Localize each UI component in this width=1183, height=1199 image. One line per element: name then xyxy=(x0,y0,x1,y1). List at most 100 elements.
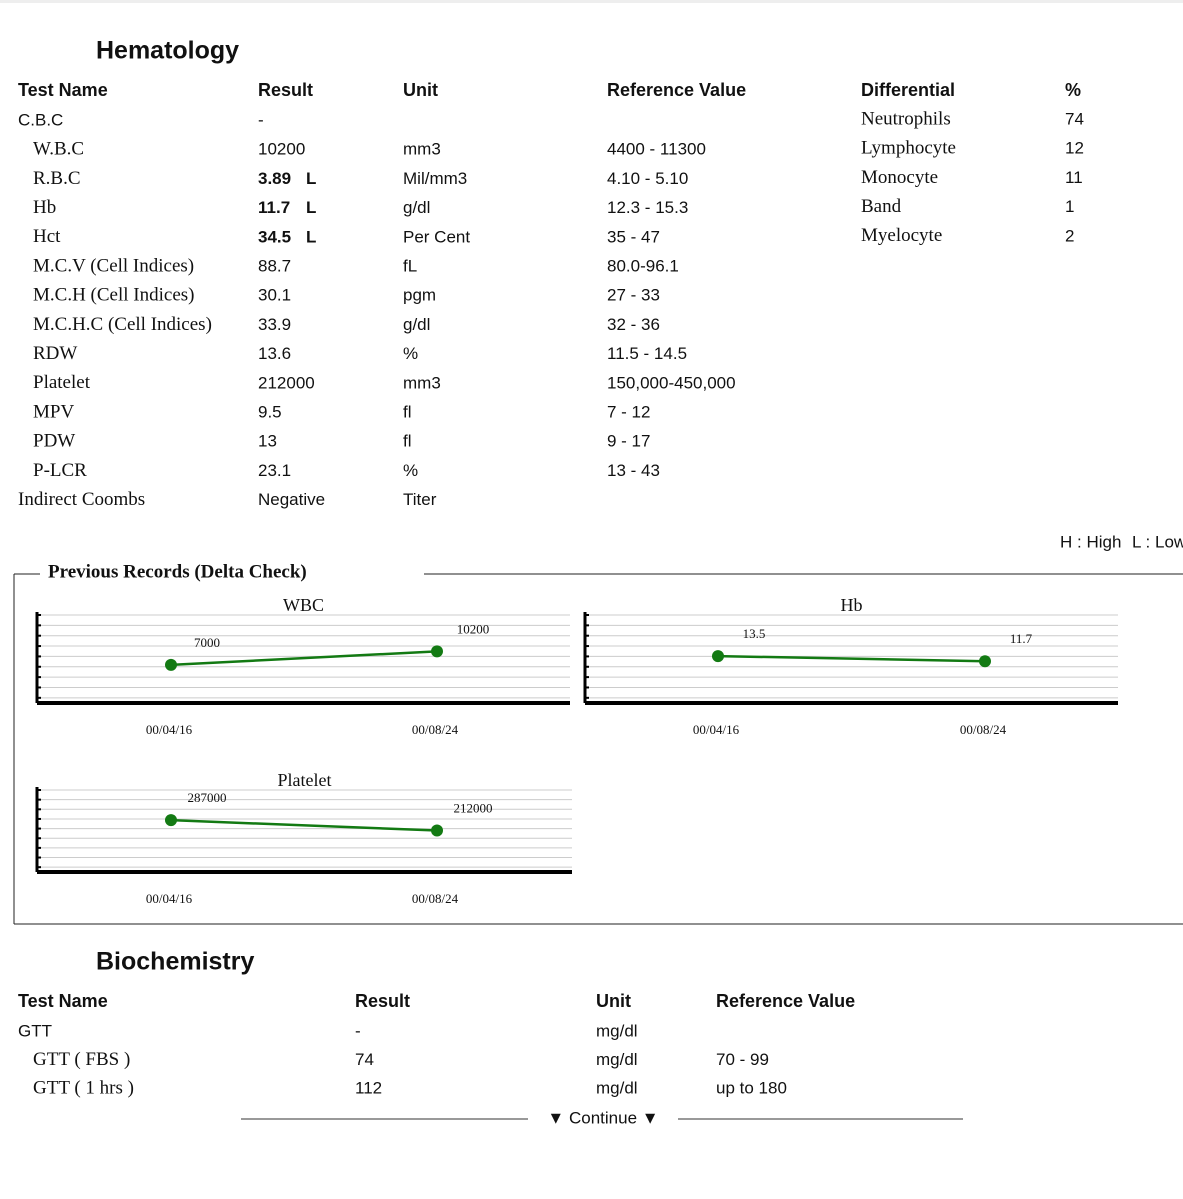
result: 112 xyxy=(355,1078,382,1097)
value-label: 10200 xyxy=(457,621,490,636)
value-label: 287000 xyxy=(188,790,227,805)
column-header: Result xyxy=(258,80,313,100)
reference: 4.10 - 5.10 xyxy=(607,169,688,188)
result: - xyxy=(258,110,264,129)
column-header: Differential xyxy=(861,80,955,100)
result: 9.5 xyxy=(258,402,282,421)
test-name: Hct xyxy=(33,226,61,247)
result: 23.1 xyxy=(258,461,291,480)
unit: % xyxy=(403,461,418,480)
result: 212000 xyxy=(258,373,315,392)
data-line xyxy=(717,654,986,663)
reference: 13 - 43 xyxy=(607,461,660,480)
value-label: 212000 xyxy=(454,801,493,816)
unit: mg/dl xyxy=(596,1050,638,1069)
test-name: M.C.H (Cell Indices) xyxy=(33,285,194,306)
test-name: M.C.H.C (Cell Indices) xyxy=(33,314,212,335)
test-name: C.B.C xyxy=(18,110,63,129)
result: 3.89 xyxy=(258,169,291,188)
test-name: R.B.C xyxy=(33,168,81,189)
flag: L xyxy=(306,198,316,217)
box-title: Previous Records (Delta Check) xyxy=(48,561,307,582)
x-tick-label: 00/08/24 xyxy=(412,891,459,906)
test-name: Platelet xyxy=(33,372,91,393)
x-tick-label: 00/04/16 xyxy=(693,722,740,737)
result: 74 xyxy=(355,1050,374,1069)
value-label: 13.5 xyxy=(743,626,766,641)
test-name: MPV xyxy=(33,401,74,422)
column-header: Unit xyxy=(596,991,631,1011)
x-tick-label: 00/08/24 xyxy=(412,722,459,737)
flag: L xyxy=(306,227,316,246)
reference: 27 - 33 xyxy=(607,286,660,305)
data-point xyxy=(431,824,443,837)
differential-value: 12 xyxy=(1065,139,1084,158)
test-name: Hb xyxy=(33,197,56,218)
reference: 4400 - 11300 xyxy=(607,140,706,159)
unit: fl xyxy=(403,432,412,451)
x-tick-label: 00/04/16 xyxy=(146,722,193,737)
reference: 80.0-96.1 xyxy=(607,256,679,275)
column-header: Unit xyxy=(403,80,438,100)
chart-title: Hb xyxy=(841,595,863,615)
value-label: 11.7 xyxy=(1010,631,1033,646)
column-header: % xyxy=(1065,80,1081,100)
reference: 12.3 - 15.3 xyxy=(607,198,688,217)
chart-title: WBC xyxy=(283,595,324,615)
test-name: RDW xyxy=(33,343,77,364)
unit: Titer xyxy=(403,490,437,509)
unit: fl xyxy=(403,402,412,421)
data-point xyxy=(165,814,177,827)
data-line xyxy=(170,818,438,832)
unit: mm3 xyxy=(403,140,441,159)
column-header: Test Name xyxy=(18,80,108,100)
test-name: P-LCR xyxy=(33,460,87,481)
test-name: M.C.V (Cell Indices) xyxy=(33,255,194,276)
data-point xyxy=(165,658,177,671)
result: - xyxy=(355,1021,361,1040)
test-name: GTT ( FBS ) xyxy=(33,1049,130,1070)
differential-name: Lymphocyte xyxy=(861,138,956,159)
column-header: Reference Value xyxy=(716,991,855,1011)
value-label: 7000 xyxy=(194,635,220,650)
result: 13 xyxy=(258,432,277,451)
test-name: W.B.C xyxy=(33,139,84,160)
test-name: Indirect Coombs xyxy=(18,489,145,510)
reference: 32 - 36 xyxy=(607,315,660,334)
differential-name: Neutrophils xyxy=(861,108,951,129)
result: 30.1 xyxy=(258,286,291,305)
reference: up to 180 xyxy=(716,1078,787,1097)
chart-title: Platelet xyxy=(278,770,332,790)
differential-value: 1 xyxy=(1065,197,1074,216)
continue: ▼ Continue ▼ xyxy=(547,1108,658,1127)
unit: % xyxy=(403,344,418,363)
result: 88.7 xyxy=(258,256,291,275)
differential-value: 74 xyxy=(1065,109,1084,128)
differential-name: Monocyte xyxy=(861,167,938,188)
data-point xyxy=(979,655,991,668)
column-header: Result xyxy=(355,991,410,1011)
test-name: GTT xyxy=(18,1021,52,1040)
column-header: Test Name xyxy=(18,991,108,1011)
legend-low: L : Low xyxy=(1132,532,1183,551)
x-tick-label: 00/04/16 xyxy=(146,891,193,906)
unit: pgm xyxy=(403,286,436,305)
legend-high: H : High xyxy=(1060,532,1121,551)
test-name: PDW xyxy=(33,431,75,452)
unit: g/dl xyxy=(403,315,430,334)
unit: mg/dl xyxy=(596,1021,638,1040)
result: 11.7 xyxy=(258,198,290,217)
reference: 7 - 12 xyxy=(607,402,650,421)
result: 33.9 xyxy=(258,315,291,334)
section-title: Hematology xyxy=(96,37,239,65)
differential-name: Band xyxy=(861,196,902,217)
result: Negative xyxy=(258,490,325,509)
differential-value: 2 xyxy=(1065,226,1074,245)
reference: 11.5 - 14.5 xyxy=(607,344,687,363)
unit: Mil/mm3 xyxy=(403,169,467,188)
reference: 150,000-450,000 xyxy=(607,373,736,392)
column-header: Reference Value xyxy=(607,80,746,100)
top-edge xyxy=(0,0,1183,3)
